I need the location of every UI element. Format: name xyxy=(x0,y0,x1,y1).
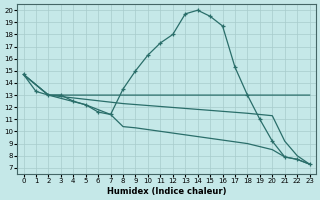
X-axis label: Humidex (Indice chaleur): Humidex (Indice chaleur) xyxy=(107,187,226,196)
